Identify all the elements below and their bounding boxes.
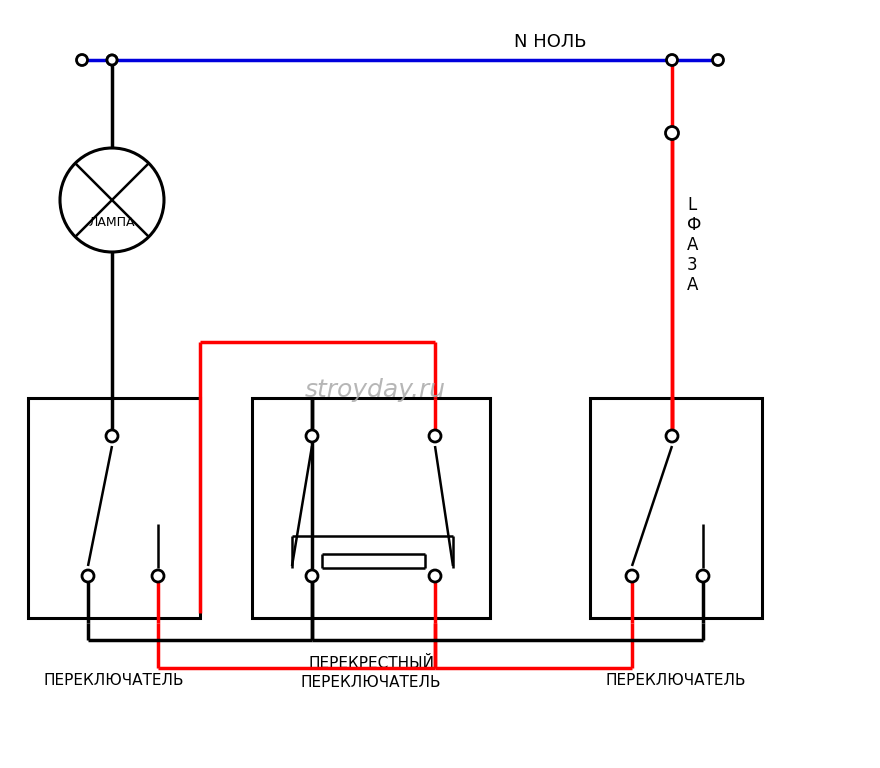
Circle shape [107, 55, 117, 65]
Circle shape [306, 430, 318, 442]
Circle shape [697, 570, 709, 582]
Text: ПЕРЕКРЕСТНЫЙ
ПЕРЕКЛЮЧАТЕЛЬ: ПЕРЕКРЕСТНЫЙ ПЕРЕКЛЮЧАТЕЛЬ [301, 656, 441, 690]
Circle shape [82, 570, 94, 582]
Circle shape [666, 127, 678, 138]
Circle shape [713, 55, 723, 65]
Circle shape [77, 55, 87, 65]
Text: L
Ф
А
3
А: L Ф А 3 А [687, 196, 701, 294]
Circle shape [429, 430, 441, 442]
Text: N НОЛЬ: N НОЛЬ [514, 33, 586, 51]
Circle shape [665, 127, 678, 140]
Circle shape [106, 430, 118, 442]
Text: ЛАМПА: ЛАМПА [89, 216, 136, 229]
Bar [252, 398, 490, 618]
Text: stroyday.ru: stroyday.ru [304, 378, 445, 402]
Bar [590, 398, 762, 618]
Circle shape [107, 55, 117, 65]
Text: ПЕРЕКЛЮЧАТЕЛЬ: ПЕРЕКЛЮЧАТЕЛЬ [44, 673, 184, 688]
Bar [28, 398, 200, 618]
Circle shape [626, 570, 638, 582]
Circle shape [666, 430, 678, 442]
Circle shape [306, 570, 318, 582]
Circle shape [429, 570, 441, 582]
Circle shape [60, 148, 164, 252]
Circle shape [152, 570, 164, 582]
Circle shape [666, 55, 678, 65]
Text: ПЕРЕКЛЮЧАТЕЛЬ: ПЕРЕКЛЮЧАТЕЛЬ [605, 673, 746, 688]
